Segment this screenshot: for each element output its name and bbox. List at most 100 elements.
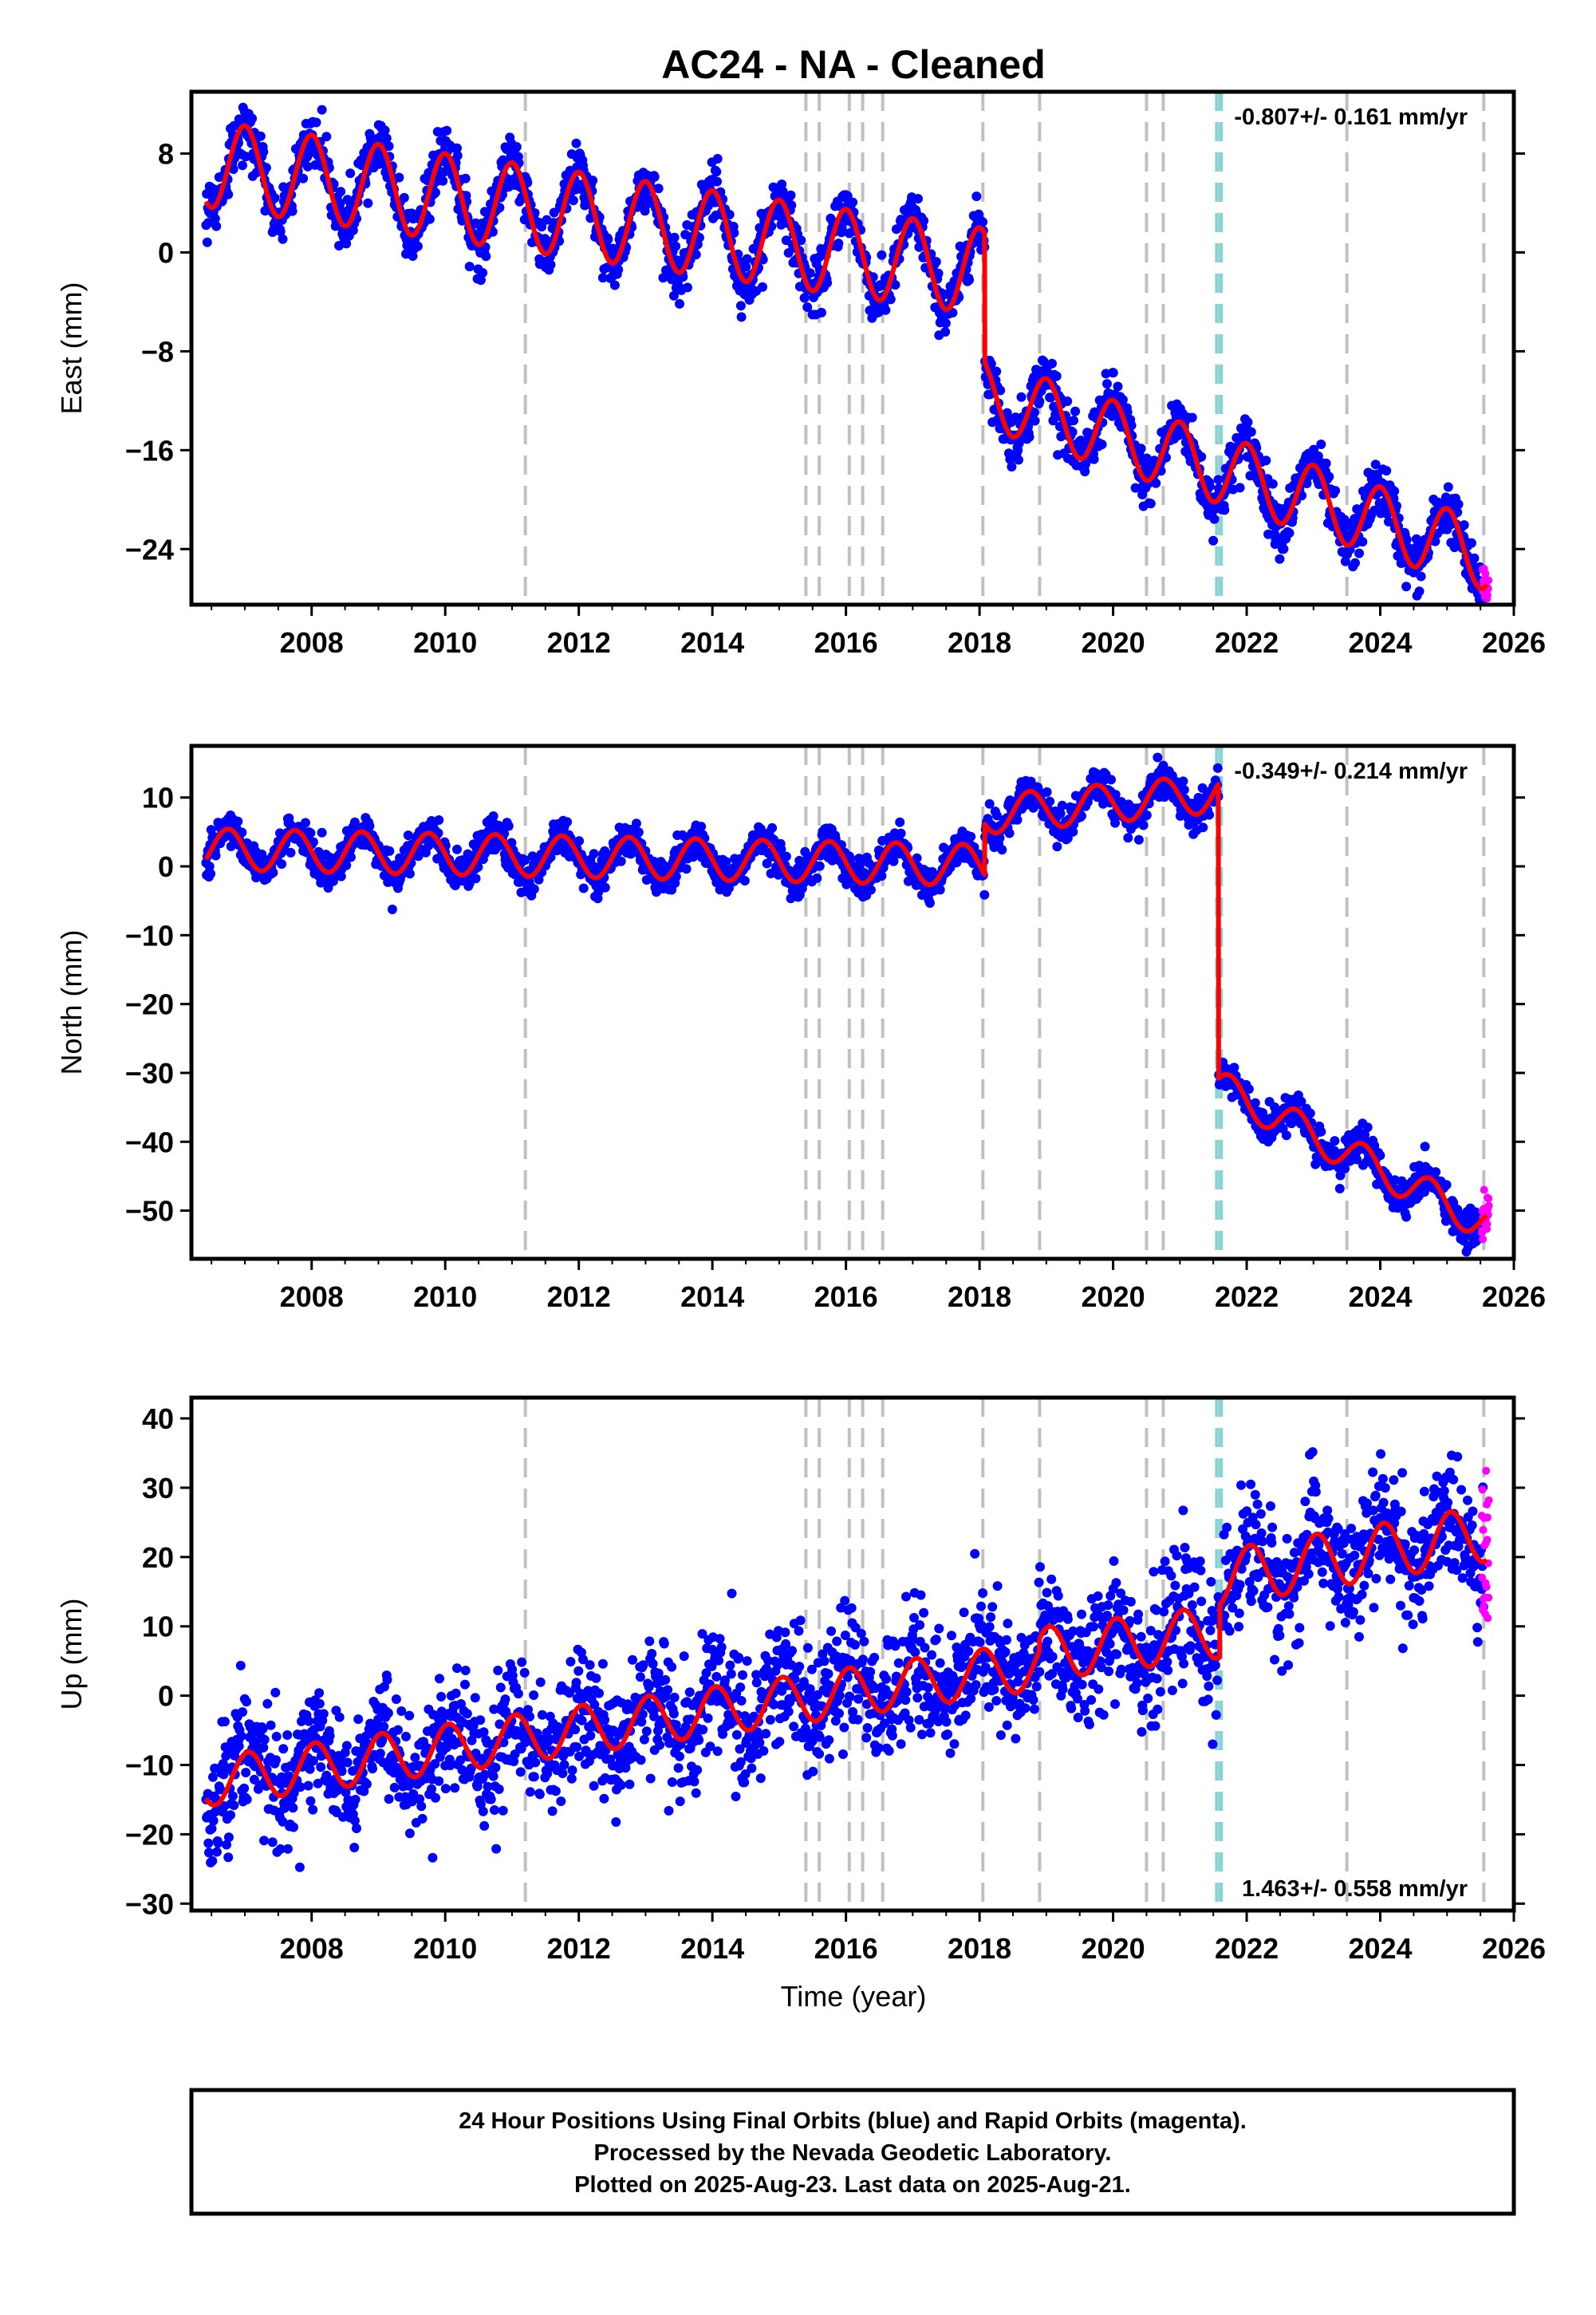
y-tick-label: −8: [141, 335, 174, 368]
final-orbit-point: [1070, 406, 1081, 416]
final-orbit-point: [210, 214, 220, 224]
final-orbit-point: [345, 852, 356, 862]
final-orbit-point: [1401, 582, 1412, 592]
final-orbit-point: [631, 818, 641, 829]
final-orbit-point: [317, 827, 327, 838]
final-orbit-point: [270, 1687, 281, 1698]
final-orbit-point: [971, 191, 982, 202]
final-orbit-point: [1275, 554, 1285, 564]
final-orbit-point: [314, 1698, 325, 1709]
final-orbit-point: [1153, 752, 1163, 763]
final-orbit-point: [238, 1707, 247, 1718]
final-orbit-point: [1047, 358, 1057, 369]
final-orbit-point: [814, 861, 825, 871]
final-orbit-point: [1057, 800, 1067, 810]
x-tick-label: 2018: [948, 1280, 1011, 1313]
x-tick-label: 2012: [547, 1280, 611, 1313]
x-tick-label: 2024: [1348, 1280, 1412, 1313]
final-orbit-point: [1108, 368, 1118, 378]
y-tick-label: 0: [158, 236, 174, 269]
final-orbit-point: [503, 821, 514, 831]
x-tick-label: 2018: [948, 626, 1011, 659]
final-orbit-point: [1141, 810, 1152, 820]
final-orbit-point: [1334, 1184, 1345, 1193]
north-plot-frame: [189, 743, 1516, 1261]
x-tick-label: 2026: [1482, 1280, 1546, 1313]
final-orbit-point: [317, 105, 327, 115]
final-orbit-point: [568, 195, 578, 206]
final-orbit-point: [966, 831, 976, 842]
final-orbit-point: [208, 1816, 219, 1826]
final-orbit-point: [881, 305, 891, 315]
final-orbit-point: [1133, 834, 1144, 845]
final-orbit-point: [1316, 1126, 1326, 1137]
final-orbit-point: [546, 259, 556, 270]
final-orbit-point: [1113, 381, 1123, 392]
final-orbit-point: [202, 237, 212, 247]
final-orbit-point: [336, 187, 346, 197]
final-orbit-point: [758, 282, 767, 292]
y-tick-label: 10: [142, 782, 174, 814]
final-orbit-point: [1261, 456, 1271, 466]
final-orbit-point: [589, 849, 599, 859]
final-orbit-point: [384, 846, 395, 856]
final-orbit-point: [341, 239, 352, 249]
final-orbit-point: [424, 214, 435, 224]
final-orbit-point: [681, 864, 692, 874]
final-orbit-point: [1321, 458, 1331, 468]
final-orbit-point: [478, 268, 488, 278]
final-orbit-point: [609, 280, 620, 290]
final-orbit-point: [334, 1712, 345, 1722]
final-orbit-point: [282, 1730, 293, 1740]
final-orbit-point: [1051, 371, 1062, 381]
final-orbit-point: [781, 851, 791, 862]
x-tick-label: 2026: [1482, 626, 1546, 659]
final-orbit-point: [649, 172, 660, 182]
final-orbit-point: [412, 241, 423, 251]
final-orbit-point: [1354, 548, 1364, 558]
final-orbit-point: [833, 239, 844, 249]
final-orbit-point: [997, 845, 1007, 855]
final-orbit-point: [1178, 776, 1188, 787]
final-orbit-point: [325, 1731, 335, 1741]
final-orbit-point: [675, 298, 684, 309]
final-orbit-point: [235, 1660, 246, 1670]
x-tick-label: 2014: [680, 1280, 744, 1313]
final-orbit-point: [671, 241, 681, 251]
final-orbit-point: [924, 898, 935, 908]
final-orbit-point: [562, 817, 573, 827]
final-orbit-point: [991, 366, 1002, 377]
final-orbit-point: [1209, 514, 1220, 524]
final-orbit-point: [1330, 486, 1341, 496]
final-orbit-point: [1281, 1130, 1291, 1141]
final-orbit-point: [1330, 1136, 1340, 1146]
final-orbit-point: [211, 221, 222, 231]
final-orbit-point: [431, 187, 440, 198]
y-tick-label: 8: [158, 137, 174, 170]
y-tick-label: −50: [125, 1195, 174, 1228]
final-orbit-point: [464, 262, 475, 272]
final-orbit-point: [1267, 479, 1278, 489]
final-orbit-point: [1243, 1084, 1254, 1094]
final-orbit-point: [434, 815, 444, 825]
final-orbit-point: [223, 189, 234, 199]
final-orbit-point: [1208, 535, 1219, 546]
final-orbit-point: [241, 152, 251, 162]
final-orbit-point: [227, 1791, 238, 1801]
final-orbit-point: [1213, 475, 1224, 485]
final-orbit-point: [226, 1810, 235, 1820]
north-rate-label: -0.349+/- 0.214 mm/yr: [1234, 759, 1468, 784]
final-orbit-point: [1235, 483, 1245, 493]
final-orbit-point: [1052, 842, 1062, 852]
final-orbit-point: [213, 1838, 223, 1848]
final-orbit-point: [1220, 505, 1230, 515]
final-orbit-point: [335, 199, 345, 208]
final-orbit-point: [277, 859, 287, 870]
final-orbit-point: [1097, 440, 1107, 450]
final-orbit-point: [408, 251, 418, 261]
final-orbit-point: [1441, 1180, 1452, 1190]
final-orbit-point: [1443, 482, 1453, 492]
final-orbit-point: [1138, 820, 1149, 830]
final-orbit-point: [895, 817, 905, 827]
